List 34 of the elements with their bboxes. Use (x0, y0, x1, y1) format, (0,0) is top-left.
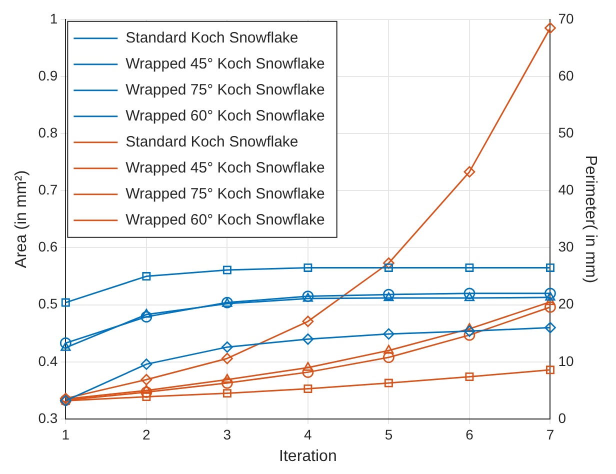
legend-label: Standard Koch Snowflake (126, 134, 298, 151)
y2-axis-title: Perimeter( in mm) (582, 155, 599, 284)
x-tick-label: 3 (223, 426, 232, 442)
x-tick-label: 2 (142, 426, 151, 442)
y2-tick-label: 30 (558, 238, 574, 255)
y-tick-label: 0.4 (38, 352, 58, 369)
y-axis-title: Area (in mm²) (13, 170, 30, 268)
y-tick-label: 1 (50, 10, 58, 26)
y-tick-label: 0.9 (38, 67, 58, 84)
legend-label: Wrapped 60° Koch Snowflake (126, 108, 325, 125)
x-tick-label: 6 (466, 426, 474, 442)
y-tick-label: 0.7 (38, 182, 58, 198)
x-tick-label: 7 (546, 426, 554, 442)
y2-tick-label: 0 (558, 410, 566, 426)
x-tick-label: 1 (62, 426, 70, 442)
x-axis-title: Iteration (279, 448, 337, 465)
legend-label: Wrapped 60° Koch Snowflake (126, 212, 325, 229)
y2-tick-label: 40 (558, 182, 574, 198)
legend-label: Wrapped 45° Koch Snowflake (126, 160, 325, 177)
y2-tick-label: 10 (558, 352, 574, 369)
y2-tick-label: 70 (558, 10, 574, 26)
y2-tick-label: 50 (558, 124, 574, 140)
legend-label: Wrapped 75° Koch Snowflake (126, 82, 325, 99)
x-tick-label: 4 (304, 426, 312, 442)
legend-label: Standard Koch Snowflake (126, 30, 298, 47)
x-tick-label: 5 (384, 426, 393, 442)
y2-tick-label: 60 (558, 67, 574, 84)
y-tick-label: 0.3 (38, 410, 58, 426)
y-tick-label: 0.5 (38, 296, 58, 312)
legend-label: Wrapped 45° Koch Snowflake (126, 56, 325, 73)
legend-label: Wrapped 75° Koch Snowflake (126, 186, 325, 203)
y2-tick-label: 20 (558, 296, 574, 312)
y-tick-label: 0.6 (38, 238, 58, 255)
y-tick-label: 0.8 (38, 124, 58, 140)
